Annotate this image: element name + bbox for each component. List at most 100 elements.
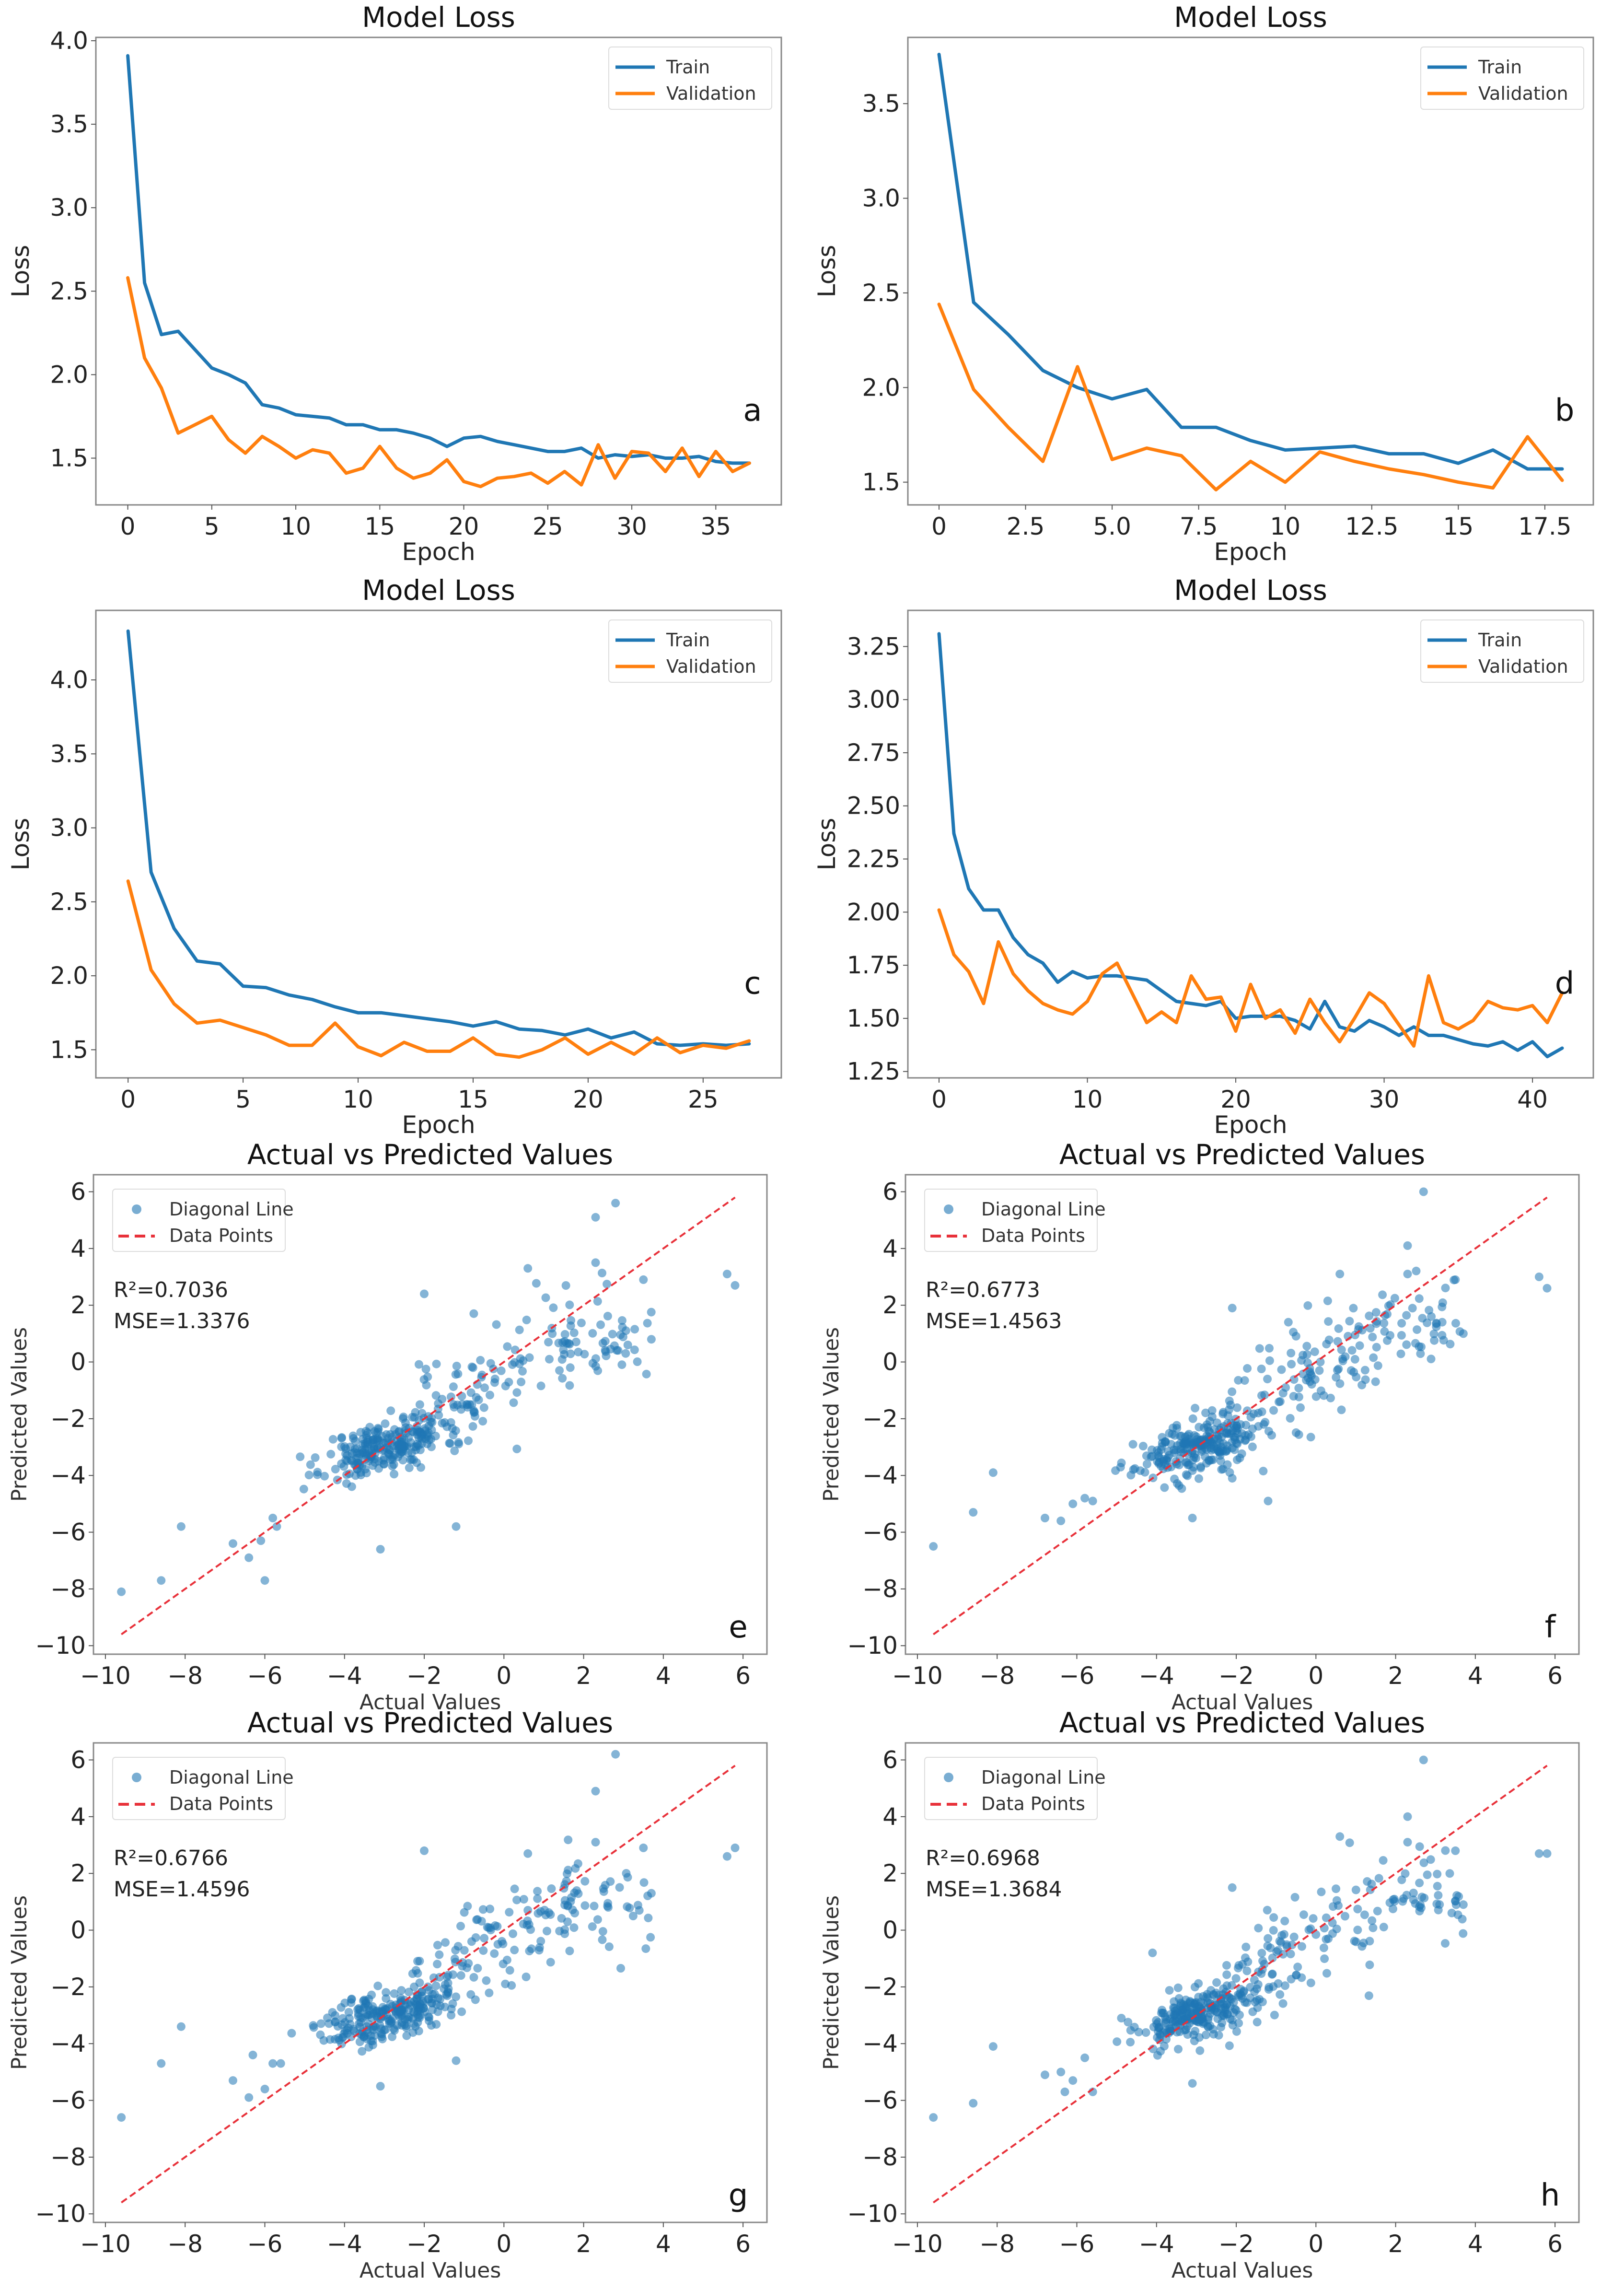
scatter-point xyxy=(536,1937,545,1946)
scatter-point xyxy=(1397,1319,1406,1328)
scatter-point xyxy=(731,1843,740,1852)
scatter-point xyxy=(1134,2028,1143,2037)
x-tick-label: 30 xyxy=(1369,1086,1400,1113)
y-tick-label: 2 xyxy=(882,1859,898,1887)
scatter-point xyxy=(1183,2030,1192,2039)
scatter-point xyxy=(1416,1349,1425,1358)
x-tick-label: 0 xyxy=(496,1662,511,1690)
y-tick-label: 4 xyxy=(882,1235,898,1262)
legend-label-validation: Validation xyxy=(1478,656,1568,677)
y-tick-label: −6 xyxy=(862,1519,898,1546)
scatter-point xyxy=(1291,1332,1300,1341)
scatter-point xyxy=(1201,2031,1210,2039)
scatter-point xyxy=(1438,1298,1447,1307)
scatter-point xyxy=(1415,1879,1424,1888)
x-tick-label: −10 xyxy=(80,1662,131,1690)
legend-label-validation: Validation xyxy=(666,83,756,104)
scatter-point xyxy=(1427,1355,1436,1364)
scatter-point xyxy=(1322,1913,1331,1922)
scatter-point xyxy=(1353,1926,1362,1935)
plot-area xyxy=(95,609,782,1079)
scatter-point xyxy=(1390,1294,1399,1303)
scatter-point xyxy=(229,1539,237,1548)
legend-label-data-points: Data Points xyxy=(981,1225,1085,1246)
scatter-point xyxy=(402,2031,411,2040)
scatter-point xyxy=(1338,1354,1347,1363)
scatter-point xyxy=(464,1436,473,1445)
scatter-point xyxy=(1364,1991,1373,2000)
scatter-point xyxy=(1176,1447,1185,1456)
y-tick-label: −4 xyxy=(50,2030,86,2057)
scatter-point xyxy=(1534,1849,1543,1858)
scatter-point xyxy=(373,1981,383,1990)
panel-letter: g xyxy=(729,2178,748,2213)
x-tick-label: −4 xyxy=(327,1662,362,1690)
scatter-point xyxy=(468,1363,477,1372)
scatter-point xyxy=(591,1213,600,1222)
scatter-point xyxy=(362,1469,371,1478)
scatter-point xyxy=(434,1399,443,1408)
diagonal-reference-line xyxy=(121,1764,736,2204)
x-tick-label: −10 xyxy=(892,2230,943,2258)
scatter-point xyxy=(466,1990,476,1999)
scatter-point xyxy=(647,1889,656,1898)
y-tick-label: 2 xyxy=(882,1291,898,1319)
scatter-point xyxy=(1190,2036,1199,2045)
scatter-point xyxy=(420,1846,429,1855)
scatter-point xyxy=(358,1462,367,1471)
scatter-point xyxy=(418,1409,427,1418)
scatter-point xyxy=(463,1402,472,1412)
scatter-point xyxy=(390,1989,399,1998)
scatter-point xyxy=(1165,1986,1174,1995)
scatter-point xyxy=(402,2021,411,2030)
scatter-point xyxy=(1423,1870,1432,1880)
scatter-point xyxy=(641,1944,650,1953)
scatter-point xyxy=(731,1281,740,1290)
scatter-point xyxy=(397,1440,406,1449)
scatter-point xyxy=(429,1973,438,1982)
scatter-point xyxy=(451,1370,460,1379)
scatter-point xyxy=(369,2009,378,2018)
x-tick-label: 5.0 xyxy=(1093,513,1131,540)
scatter-point xyxy=(331,1465,340,1473)
y-tick-label: −2 xyxy=(862,1973,898,2001)
scatter-point xyxy=(1543,1284,1552,1293)
scatter-point xyxy=(1199,2018,1208,2027)
scatter-point xyxy=(442,1991,452,2000)
scatter-point xyxy=(560,1896,569,1905)
y-axis-label: Predicted Values xyxy=(7,1895,32,2070)
scatter-points xyxy=(929,1755,1552,2122)
scatter-point xyxy=(1142,1460,1151,1469)
scatter-point xyxy=(268,1514,278,1522)
scatter-point xyxy=(565,1381,574,1390)
scatter-point xyxy=(1275,1397,1283,1406)
y-tick-label: −8 xyxy=(50,2143,86,2171)
scatter-point xyxy=(1311,1392,1321,1401)
scatter-point xyxy=(1534,1273,1543,1281)
scatter-point xyxy=(1041,2070,1049,2079)
scatter-point xyxy=(1372,1343,1381,1352)
scatter-point xyxy=(441,2002,450,2011)
x-tick-label: 4 xyxy=(1468,2230,1483,2258)
panel-letter: b xyxy=(1555,393,1575,429)
scatter-point xyxy=(1543,1849,1552,1858)
scatter-point xyxy=(555,1366,564,1375)
scatter-point xyxy=(1041,1514,1049,1522)
scatter-point xyxy=(1290,1892,1299,1902)
panel-h: Actual vs Predicted Values −10 −8 −6 −4 −2 0 2 4… xyxy=(812,1707,1624,2278)
scatter-point xyxy=(611,1750,620,1759)
scatter-points xyxy=(117,1750,740,2122)
scatter-point xyxy=(591,1258,600,1267)
scatter-point xyxy=(344,2008,353,2017)
scatter-point xyxy=(1248,1424,1257,1433)
scatter-point xyxy=(367,1990,376,1999)
scatter-point xyxy=(328,1435,337,1444)
scatter-point xyxy=(1142,1451,1151,1460)
scatter-point xyxy=(1231,1424,1241,1433)
y-tick-label: −10 xyxy=(847,1632,898,1659)
scatter-point xyxy=(1288,1940,1297,1950)
scatter-point xyxy=(1365,1311,1374,1320)
x-tick-label: −6 xyxy=(1059,1662,1095,1690)
legend-label-data-points: Data Points xyxy=(169,1225,273,1246)
scatter-point xyxy=(415,1360,423,1369)
